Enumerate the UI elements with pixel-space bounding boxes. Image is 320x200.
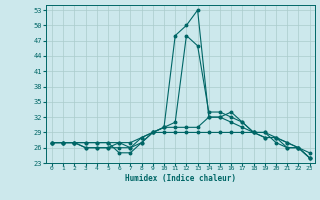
- X-axis label: Humidex (Indice chaleur): Humidex (Indice chaleur): [125, 174, 236, 183]
